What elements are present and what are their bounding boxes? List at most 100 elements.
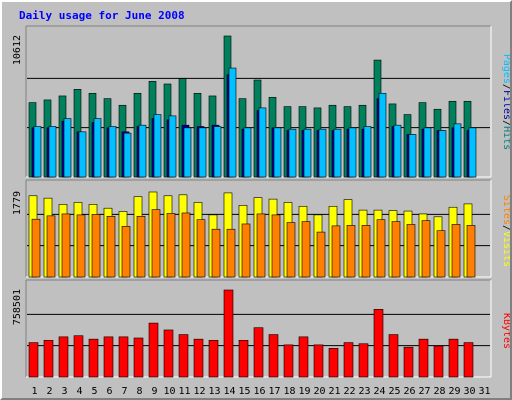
bar-sites-day-4 <box>76 214 86 278</box>
bar-pages-day-3 <box>63 118 72 178</box>
bar-pages-day-27 <box>423 127 432 178</box>
bar-kbytes-day-30 <box>463 342 474 378</box>
bar-sites-day-12 <box>196 219 206 278</box>
x-tick-label-day-7: 7 <box>121 386 127 397</box>
bar-sites-day-9 <box>151 209 161 278</box>
bar-pages-day-7 <box>123 132 132 178</box>
legend-entry: Files <box>501 90 510 120</box>
bar-pages-day-9 <box>153 114 162 178</box>
x-tick-label-day-3: 3 <box>61 386 67 397</box>
legend-entry: / <box>501 120 510 126</box>
x-tick-label-day-14: 14 <box>223 386 235 397</box>
x-tick-label-day-2: 2 <box>46 386 52 397</box>
bar-pages-day-12 <box>198 127 207 178</box>
bar-sites-day-7 <box>121 226 131 278</box>
x-axis-day-labels: 1 2 3 4 5 6 7 8 9 10 11 12 13 14 15 16 17 18 19 20 21 22 23 24 2… <box>31 386 490 397</box>
x-tick-label-day-29: 29 <box>448 386 460 397</box>
bar-sites-day-16 <box>256 213 266 278</box>
legend-entry: Hits <box>501 126 510 150</box>
bar-sites-day-29 <box>451 224 461 278</box>
panel-max-label: 758501 <box>12 289 23 325</box>
bar-kbytes-day-20 <box>313 344 324 378</box>
bar-sites-day-23 <box>361 225 371 278</box>
bar-kbytes-day-28 <box>433 345 444 378</box>
bar-pages-day-15 <box>243 127 252 178</box>
bar-pages-day-22 <box>348 127 357 178</box>
bar-kbytes-day-25 <box>388 334 399 378</box>
bar-pages-day-14 <box>228 67 237 178</box>
x-tick-label-day-18: 18 <box>283 386 295 397</box>
x-tick-label-day-23: 23 <box>358 386 370 397</box>
bar-pages-day-23 <box>363 126 372 178</box>
bar-pages-day-4 <box>78 131 87 178</box>
bar-sites-day-28 <box>436 230 446 278</box>
x-tick-label-day-11: 11 <box>178 386 190 397</box>
legend-entry: / <box>501 225 510 231</box>
bar-pages-day-5 <box>93 118 102 178</box>
bar-sites-day-1 <box>31 218 41 278</box>
x-tick-label-day-22: 22 <box>343 386 355 397</box>
x-tick-label-day-25: 25 <box>388 386 400 397</box>
bar-kbytes-day-1 <box>28 342 39 378</box>
bar-pages-day-11 <box>183 127 192 178</box>
x-tick-label-day-30: 30 <box>463 386 475 397</box>
bar-kbytes-day-14 <box>223 289 234 378</box>
bar-pages-day-6 <box>108 126 117 178</box>
bar-sites-day-17 <box>271 214 281 278</box>
bar-sites-day-22 <box>346 225 356 278</box>
bar-sites-day-5 <box>91 214 101 278</box>
x-tick-label-day-8: 8 <box>136 386 142 397</box>
bar-pages-day-16 <box>258 107 267 178</box>
bar-kbytes-day-23 <box>358 343 369 378</box>
legend-entry: Pages <box>501 54 510 84</box>
bar-pages-day-21 <box>333 128 342 178</box>
x-tick-label-day-19: 19 <box>298 386 310 397</box>
bar-pages-day-8 <box>138 124 147 178</box>
bar-pages-day-30 <box>468 127 477 178</box>
bar-sites-day-11 <box>181 212 191 278</box>
bar-pages-day-19 <box>303 128 312 178</box>
bar-pages-day-2 <box>48 126 57 178</box>
bar-sites-day-2 <box>46 215 56 278</box>
bar-sites-day-24 <box>376 219 386 278</box>
panel-legend: Pages/Files/Hits <box>501 54 510 150</box>
bar-pages-day-20 <box>318 128 327 178</box>
bar-sites-day-15 <box>241 223 251 278</box>
bar-pages-day-25 <box>393 124 402 178</box>
legend-entry: / <box>501 84 510 90</box>
bar-kbytes-day-8 <box>133 337 144 378</box>
bar-sites-day-25 <box>391 221 401 278</box>
bar-kbytes-day-12 <box>193 338 204 378</box>
bar-pages-day-13 <box>213 126 222 178</box>
x-tick-label-day-24: 24 <box>373 386 385 397</box>
x-tick-label-day-5: 5 <box>91 386 97 397</box>
bar-kbytes-day-29 <box>448 338 459 378</box>
legend-entry: Sites <box>501 195 510 225</box>
x-tick-label-day-1: 1 <box>31 386 37 397</box>
bar-pages-day-1 <box>33 126 42 178</box>
x-tick-label-day-10: 10 <box>163 386 175 397</box>
bar-sites-day-8 <box>136 216 146 278</box>
bar-kbytes-day-24 <box>373 309 384 378</box>
bar-kbytes-day-11 <box>178 334 189 378</box>
bar-pages-day-24 <box>378 92 387 178</box>
bar-pages-day-17 <box>273 127 282 178</box>
bar-sites-day-6 <box>106 216 116 278</box>
bar-kbytes-day-13 <box>208 339 219 378</box>
bar-kbytes-day-17 <box>268 334 279 378</box>
chart-panels: 10612Pages/Files/Hits1779Sites/Visits758… <box>12 25 510 378</box>
bar-kbytes-day-18 <box>283 344 294 378</box>
bar-kbytes-day-2 <box>43 339 54 378</box>
x-tick-label-day-20: 20 <box>313 386 325 397</box>
bar-pages-day-29 <box>453 123 462 178</box>
x-tick-label-day-15: 15 <box>238 386 250 397</box>
legend-entry: Visits <box>501 231 510 267</box>
bar-kbytes-day-15 <box>238 339 249 378</box>
bar-sites-day-13 <box>211 228 221 278</box>
bar-kbytes-day-7 <box>118 336 129 378</box>
panel-max-label: 1779 <box>12 191 23 215</box>
x-tick-label-day-6: 6 <box>106 386 112 397</box>
